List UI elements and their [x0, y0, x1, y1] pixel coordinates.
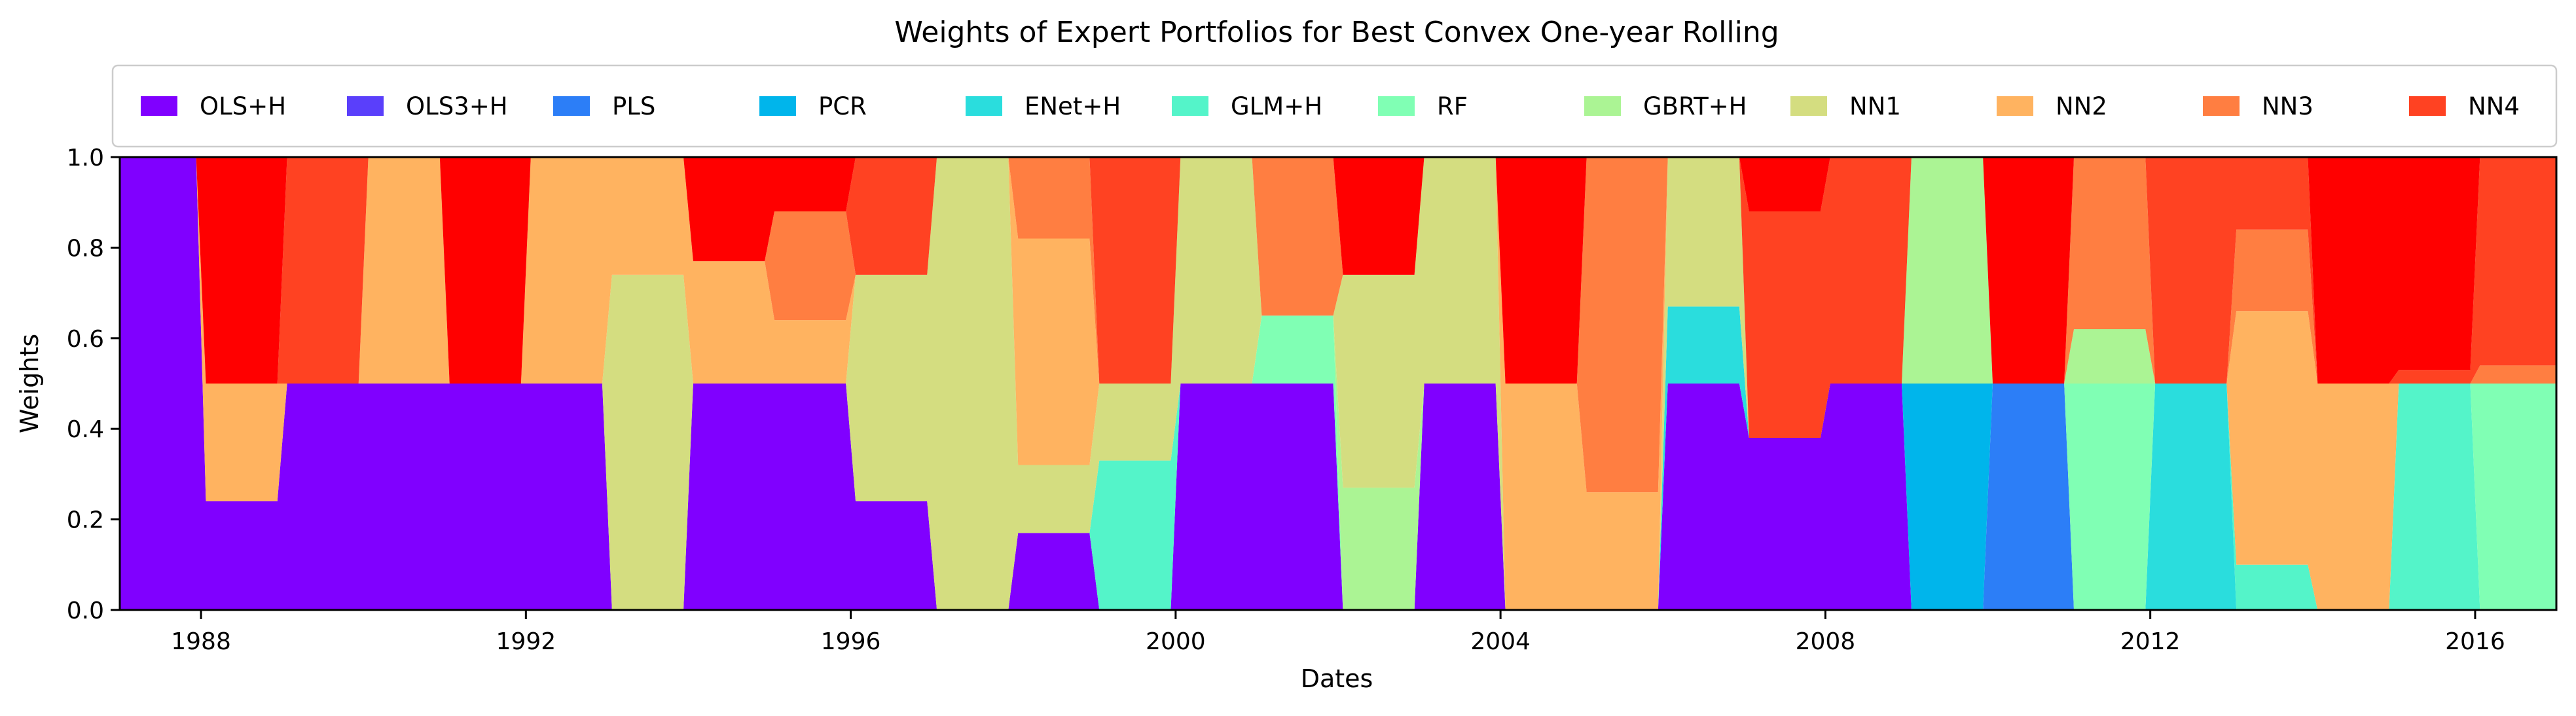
y-tick-label: 0.0	[67, 598, 104, 624]
legend-label: PLS	[612, 92, 655, 120]
legend-swatch	[1584, 96, 1621, 116]
x-tick-label: 1988	[171, 628, 231, 655]
legend-swatch	[966, 96, 1002, 116]
y-tick-label: 1.0	[67, 145, 104, 171]
x-axis-label: Dates	[1301, 664, 1373, 693]
y-axis: 0.0 0.2 0.4 0.6 0.8 1.0	[67, 145, 120, 624]
legend: OLS+H OLS3+H PLS PCR ENet+H GLM+H RF GBRT+H NN1 N…	[111, 64, 2558, 148]
area-pcr	[120, 157, 2556, 610]
legend-swatch	[141, 96, 177, 116]
chart-title: Weights of Expert Portfolios for Best Co…	[894, 16, 1779, 49]
legend-swatch	[2203, 96, 2240, 116]
y-axis-label: Weights	[15, 334, 44, 433]
y-tick-label: 0.6	[67, 326, 104, 353]
legend-label: NN4	[2468, 92, 2520, 120]
legend-label: ENet+H	[1025, 92, 1121, 120]
x-tick-label: 1992	[496, 628, 556, 655]
x-axis: 1988 1992 1996 2000 2004 2008 2012 2016	[171, 610, 2505, 655]
stacked-areas	[120, 157, 2556, 610]
area-nn3	[120, 157, 2556, 493]
legend-swatch	[553, 96, 590, 116]
area-nn1	[120, 157, 2556, 610]
legend-swatch	[759, 96, 796, 116]
legend-label: NN1	[1849, 92, 1901, 120]
plot-frame	[118, 156, 2558, 611]
legend-swatch	[1997, 96, 2033, 116]
legend-label: OLS3+H	[406, 92, 508, 120]
legend-swatch	[1172, 96, 1208, 116]
y-tick-label: 0.4	[67, 416, 104, 443]
legend-swatch	[1378, 96, 1415, 116]
x-tick-label: 2004	[1470, 628, 1531, 655]
area-nn4	[120, 157, 2556, 439]
area-gbrt-h	[120, 157, 2556, 610]
legend-label: PCR	[818, 92, 867, 120]
y-tick-label: 0.8	[67, 235, 104, 262]
area-nn5	[120, 157, 2556, 384]
legend-label: NN3	[2262, 92, 2313, 120]
x-tick-label: 1996	[821, 628, 881, 655]
legend-frame	[111, 64, 2558, 148]
legend-label: OLS+H	[200, 92, 286, 120]
legend-label: NN2	[2056, 92, 2107, 120]
x-tick-label: 2008	[1796, 628, 1856, 655]
legend-swatch	[2409, 96, 2446, 116]
legend-label: GBRT+H	[1643, 92, 1747, 120]
x-tick-label: 2016	[2445, 628, 2505, 655]
area-nn2	[120, 157, 2556, 610]
legend-label: RF	[1437, 92, 1468, 120]
x-tick-label: 2000	[1146, 628, 1206, 655]
legend-swatch	[1790, 96, 1827, 116]
y-tick-label: 0.2	[67, 507, 104, 534]
legend-label: GLM+H	[1231, 92, 1322, 120]
x-tick-label: 2012	[2120, 628, 2181, 655]
area-ols-h	[120, 157, 2556, 610]
legend-swatch	[347, 96, 384, 116]
